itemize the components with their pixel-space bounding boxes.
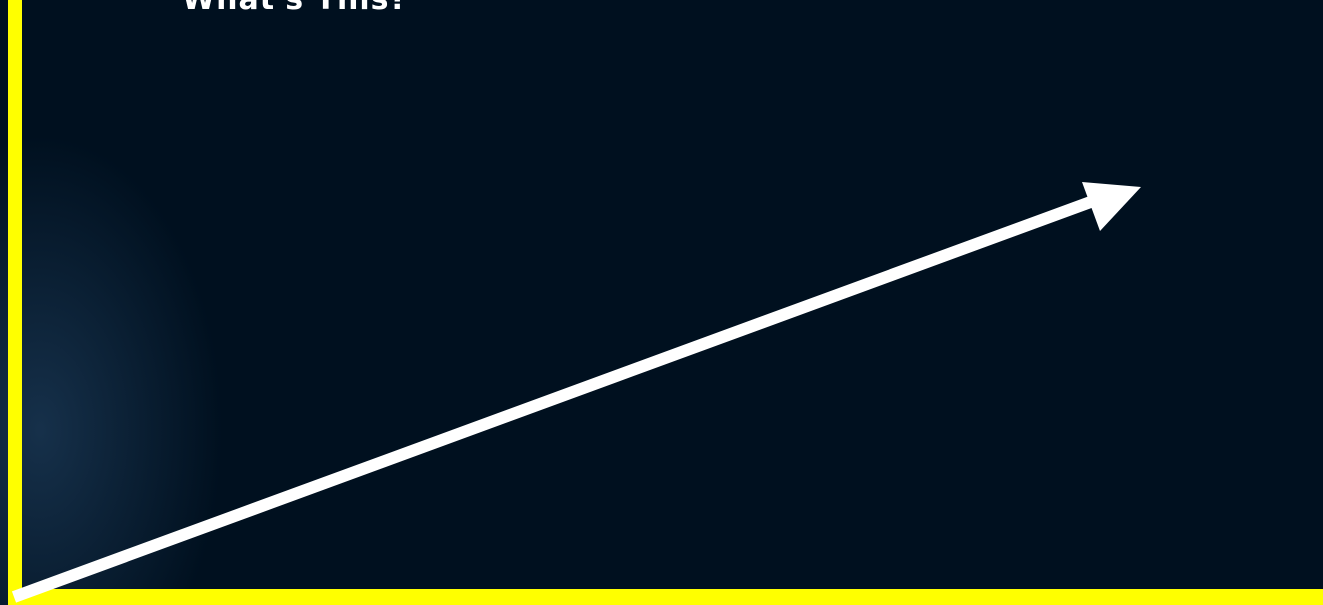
horizontal-axis (8, 589, 1323, 605)
arrow-head (1082, 182, 1141, 231)
arrow-icon (11, 182, 1141, 603)
slide-title: What's This? (182, 0, 408, 20)
arrow-shaft (11, 194, 1099, 603)
vertical-axis (8, 0, 22, 605)
